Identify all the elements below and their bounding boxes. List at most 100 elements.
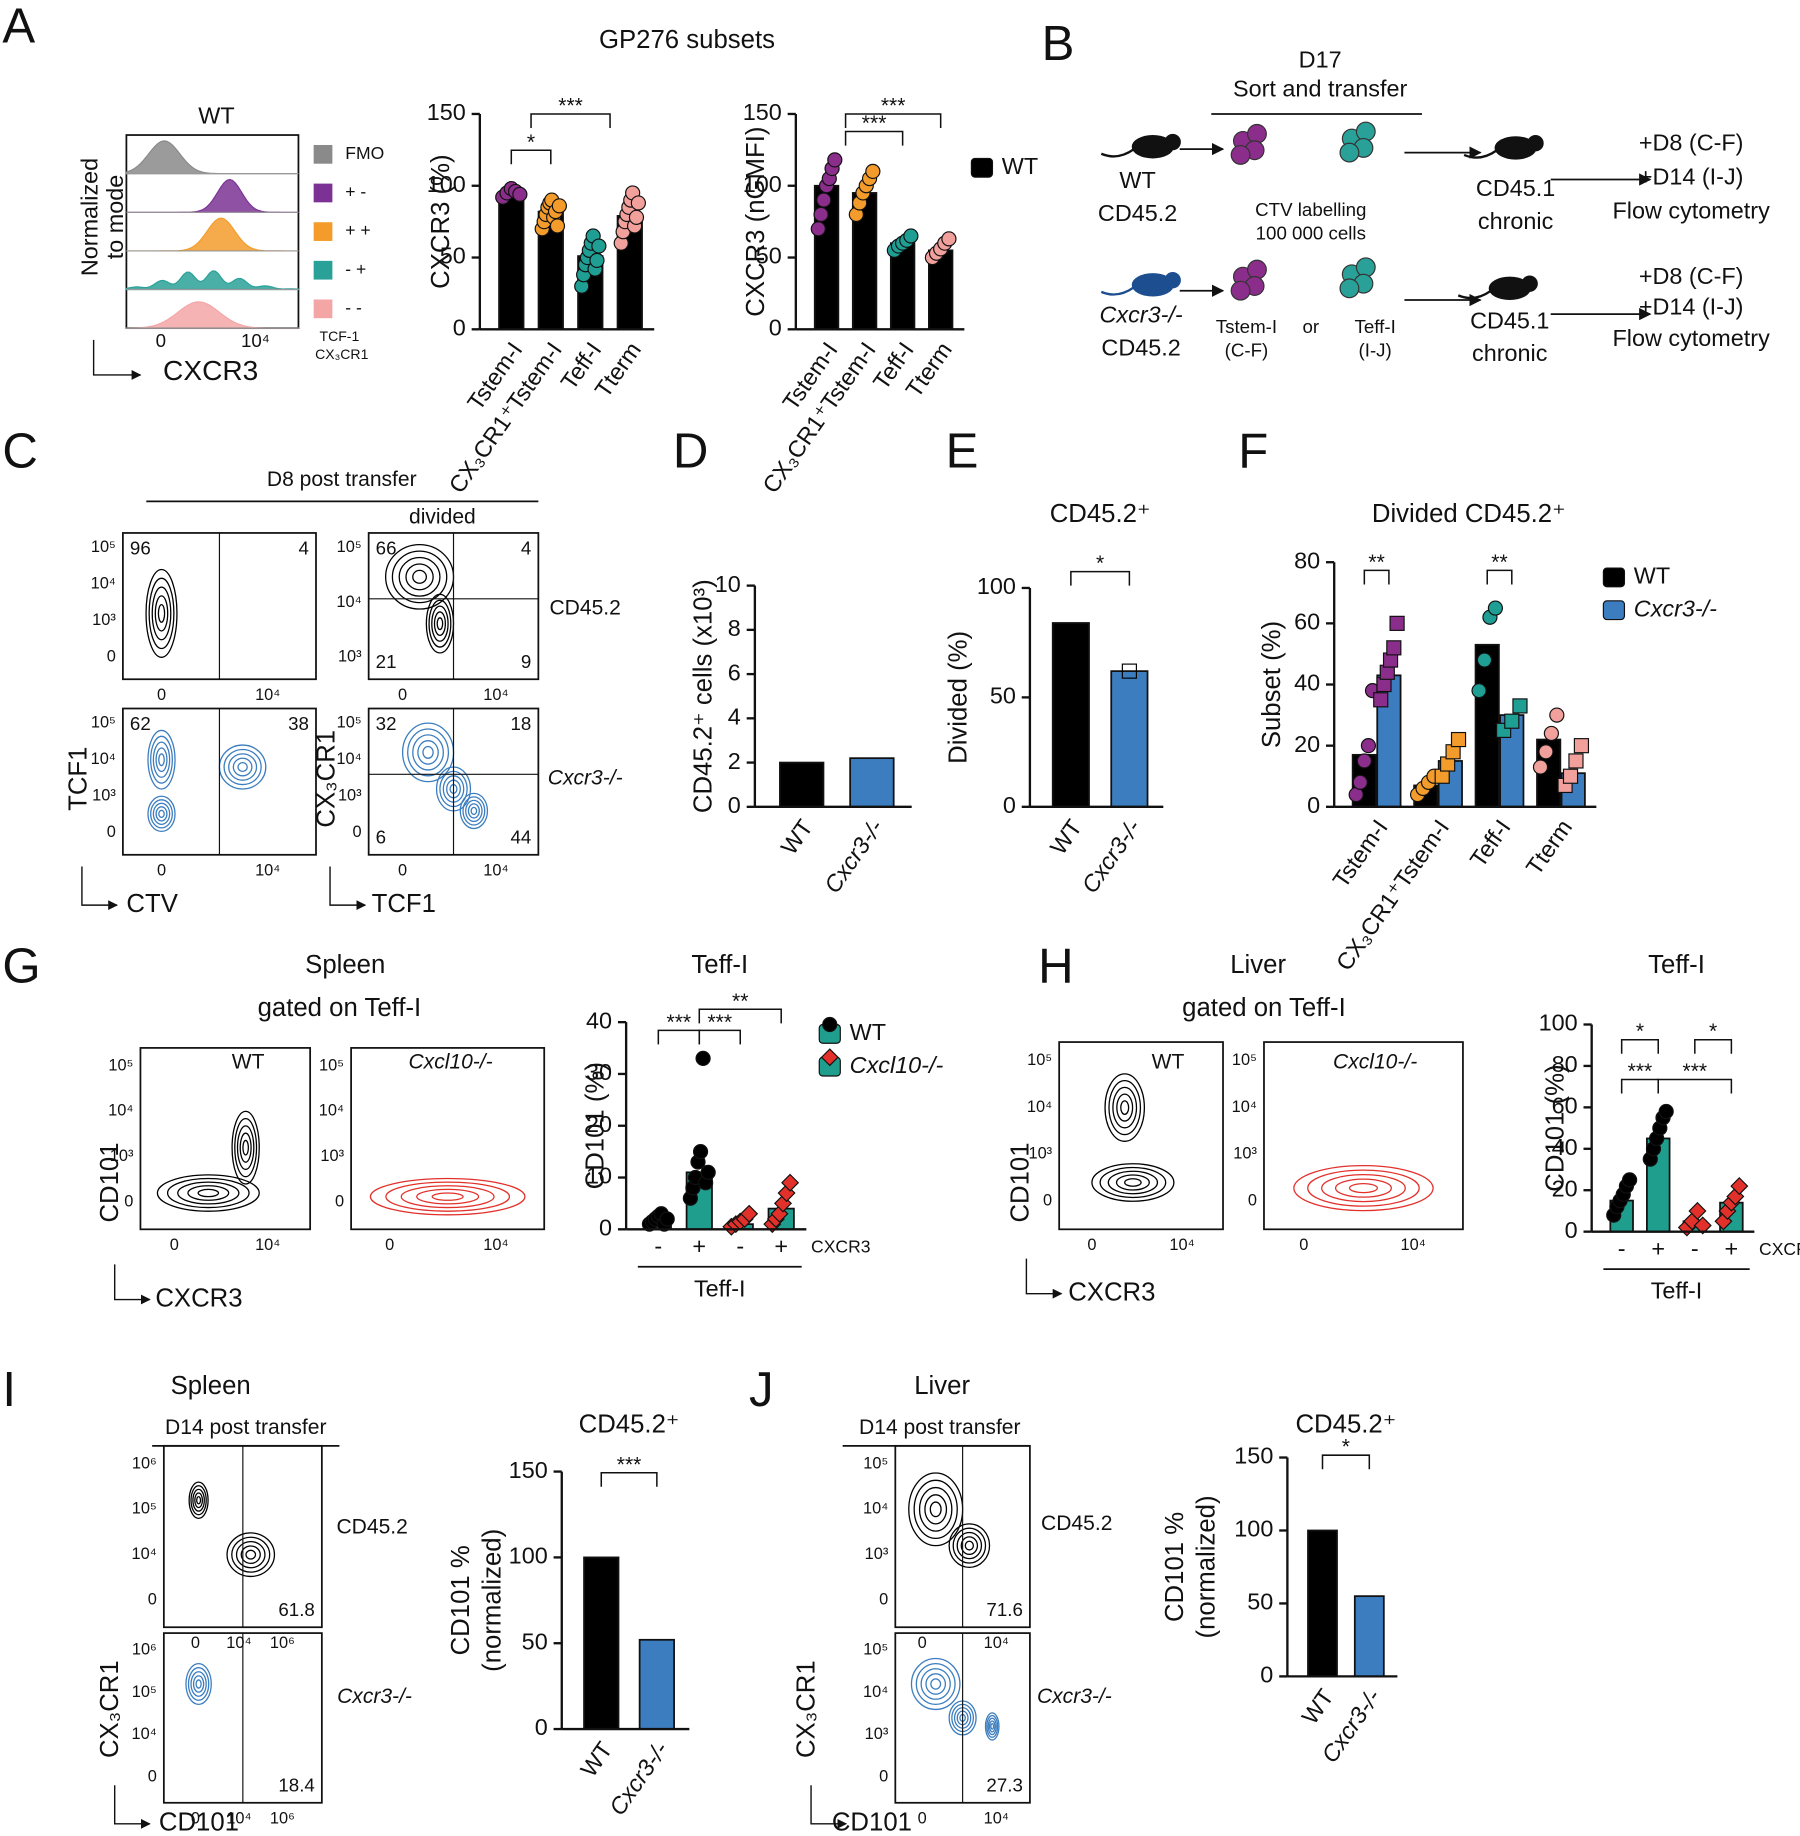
x-tick-label: 10⁴: [255, 1236, 280, 1254]
mouse-icon: [1131, 135, 1174, 159]
mouse-icon: [1488, 276, 1531, 301]
data-point: [1562, 768, 1579, 784]
x-tick-label: 10⁴: [483, 862, 508, 880]
label: chronic: [1478, 208, 1554, 234]
contour: [960, 1536, 979, 1555]
label: TCF-1: [320, 328, 360, 344]
data-point: [700, 1164, 716, 1180]
gate-percentage: 66: [376, 537, 397, 558]
y-tick-label: 30: [586, 1059, 612, 1085]
label: CD101: [832, 1809, 912, 1836]
significance-bracket: [844, 130, 904, 146]
contour: [910, 1657, 961, 1711]
y-tick-label: 10⁴: [132, 1545, 157, 1563]
contour: [157, 603, 166, 623]
significance-bracket: [844, 113, 942, 129]
gate-percentage: 62: [130, 713, 151, 734]
label: CD101: [159, 1809, 239, 1836]
contour: [913, 1479, 958, 1539]
data-point: [822, 1016, 838, 1033]
label: CD45.2: [1041, 1512, 1112, 1535]
contour: [197, 1188, 220, 1198]
x-tick-label: 10⁴: [255, 862, 280, 880]
contour: [1120, 1100, 1130, 1115]
x-tick-label: 10⁴: [1169, 1236, 1194, 1254]
y-axis-label: Divided (%): [944, 631, 972, 764]
panel-letter: E: [946, 425, 979, 479]
y-tick-label: 150: [509, 1457, 548, 1483]
axis-arrow: [81, 866, 119, 911]
data-point: [941, 231, 957, 247]
contour: [147, 795, 176, 833]
contour: [242, 1139, 250, 1156]
bar: [1353, 1595, 1385, 1678]
y-tick-label: 10⁶: [132, 1454, 157, 1472]
data-point: [695, 1050, 711, 1067]
legend-label: WT: [1002, 153, 1038, 179]
significance-label: ***: [881, 95, 906, 118]
label: CX₃CR1: [96, 1660, 124, 1758]
label: or: [1302, 316, 1319, 337]
contour: [929, 1501, 942, 1518]
x-tick-label: 10⁴: [483, 686, 508, 704]
data-point: [659, 1211, 675, 1227]
contour: [1116, 1093, 1134, 1122]
bar: [779, 761, 825, 808]
contour: [984, 1712, 1000, 1741]
label: CD45.1: [1470, 307, 1549, 333]
y-tick-label: 10⁴: [108, 1102, 133, 1120]
label: +D14 (I-J): [1639, 293, 1744, 319]
panel-letter: A: [2, 0, 35, 54]
label: Tstem-I: [1216, 316, 1277, 337]
label: WT: [1119, 167, 1155, 193]
x-tick-label: 0: [157, 862, 166, 880]
significance-bracket: [1657, 1078, 1733, 1094]
y-tick-label: 0: [148, 1590, 157, 1608]
x-tick-label: 0: [918, 1809, 927, 1827]
contour: [385, 1181, 511, 1212]
label: CX₃CR1: [312, 730, 340, 828]
cell-icon: [1230, 280, 1251, 301]
y-tick-label: 10³: [338, 787, 362, 805]
contour: [187, 1185, 230, 1201]
y-tick-label: 10⁵: [1232, 1051, 1257, 1069]
gate-percentage: 38: [288, 713, 309, 734]
y-tick-label: 0: [148, 1768, 157, 1786]
y-tick-label: 0: [453, 315, 466, 341]
contour: [915, 1662, 956, 1706]
data-point: [781, 1173, 800, 1192]
legend-label: Cxcl10-/-: [850, 1052, 944, 1078]
contour: [239, 1132, 252, 1163]
label: Cxcl10-/-: [408, 1051, 492, 1074]
legend-swatch: [970, 157, 994, 178]
significance-bracket: [1321, 1454, 1371, 1470]
contour: [196, 1495, 202, 1505]
y-tick-label: 60: [1552, 1093, 1578, 1119]
data-point: [1730, 1177, 1749, 1196]
data-point: [551, 198, 567, 214]
y-tick-label: 0: [599, 1215, 612, 1241]
x-tick-label: 0: [1087, 1236, 1096, 1254]
y-tick-label: 10⁵: [132, 1500, 157, 1518]
y-tick-label: 2: [728, 748, 741, 774]
chart-title: CD45.2⁺: [1295, 1411, 1396, 1439]
label: Spleen: [171, 1372, 251, 1400]
contour: [952, 1527, 987, 1564]
y-tick-label: 10³: [1233, 1145, 1257, 1163]
y-tick-label: 80: [1294, 547, 1320, 573]
contour: [195, 1679, 202, 1689]
y-tick-label: 10⁵: [91, 713, 116, 731]
x-tick-label: 0: [398, 686, 407, 704]
data-point: [816, 192, 832, 208]
y-tick-label: 0: [335, 1192, 344, 1210]
y-tick-label: 10⁵: [337, 538, 362, 556]
contour: [190, 1671, 207, 1697]
legend-swatch: [1602, 567, 1626, 588]
contour: [234, 1118, 258, 1178]
x-tick-label: 0: [918, 1634, 927, 1652]
significance-label: *: [1636, 1020, 1644, 1043]
histogram-curve: [125, 270, 300, 291]
y-tick-label: 100: [509, 1543, 548, 1569]
data-point: [865, 163, 881, 180]
y-axis-label: CD101 %: [447, 1545, 475, 1655]
